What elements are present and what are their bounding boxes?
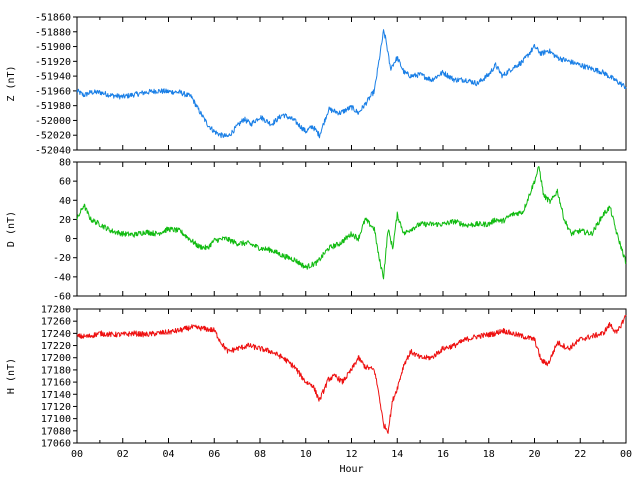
y-tick-label: -51980	[35, 101, 71, 112]
y-tick-label: 20	[59, 215, 71, 226]
y-tick-label: -52040	[35, 146, 71, 157]
x-tick-label: 10	[300, 449, 312, 460]
y-tick-label: 60	[59, 177, 71, 188]
y-axis-label: H (nT)	[6, 358, 17, 394]
y-tick-label: 17200	[41, 353, 71, 364]
y-tick-label: 80	[59, 158, 71, 169]
series-line	[76, 166, 627, 280]
x-tick-label: 12	[345, 449, 357, 460]
x-tick-label: 20	[528, 449, 540, 460]
y-tick-label: -20	[53, 253, 71, 264]
x-tick-label: 08	[254, 449, 266, 460]
y-tick-label: 17100	[41, 414, 71, 425]
x-tick-label: 16	[437, 449, 449, 460]
y-tick-label: -51920	[35, 57, 71, 68]
y-tick-label: 17240	[41, 329, 71, 340]
series-line	[76, 314, 627, 434]
y-tick-label: -52000	[35, 116, 71, 127]
y-tick-label: 17260	[41, 317, 71, 328]
y-tick-label: 17180	[41, 365, 71, 376]
x-tick-label: 18	[483, 449, 495, 460]
x-tick-label: 06	[208, 449, 220, 460]
y-tick-label: -51960	[35, 86, 71, 97]
x-tick-label: 04	[162, 449, 174, 460]
x-tick-label: 02	[117, 449, 129, 460]
y-axis-label: Z (nT)	[6, 65, 17, 101]
series-line	[76, 29, 627, 139]
y-tick-label: -51900	[35, 42, 71, 53]
y-axis-label: D (nT)	[6, 211, 17, 247]
y-tick-label: 17140	[41, 390, 71, 401]
plot-frame	[76, 16, 627, 151]
y-tick-label: -40	[53, 272, 71, 283]
y-tick-label: 17120	[41, 402, 71, 413]
y-tick-label: 17060	[41, 439, 71, 450]
y-tick-label: -51860	[35, 13, 71, 24]
x-tick-label: 00	[71, 449, 83, 460]
y-tick-label: 17280	[41, 305, 71, 316]
y-tick-label: -51940	[35, 72, 71, 83]
plot-frame	[76, 161, 627, 297]
plot-frame	[76, 308, 627, 444]
x-axis-label: Hour	[339, 464, 363, 475]
y-tick-label: -51880	[35, 27, 71, 38]
y-tick-label: 17080	[41, 426, 71, 437]
x-tick-label: 14	[391, 449, 403, 460]
y-tick-label: 17160	[41, 378, 71, 389]
y-tick-label: -60	[53, 292, 71, 303]
y-tick-label: 40	[59, 196, 71, 207]
y-tick-label: -52020	[35, 131, 71, 142]
x-tick-label: 22	[574, 449, 586, 460]
x-tick-label: 00	[620, 449, 632, 460]
y-tick-label: 17220	[41, 341, 71, 352]
y-tick-label: 0	[65, 234, 71, 245]
